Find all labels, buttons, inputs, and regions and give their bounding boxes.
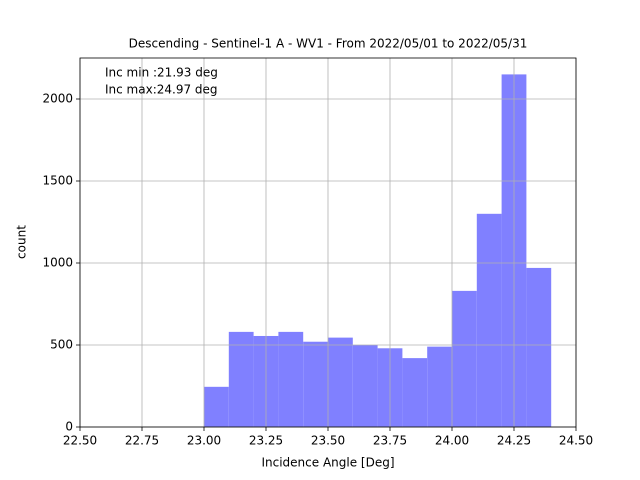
y-tick-label: 2000 <box>42 92 73 106</box>
x-tick-label: 22.75 <box>125 434 159 448</box>
chart-title: Descending - Sentinel-1 A - WV1 - From 2… <box>129 37 528 51</box>
x-tick-label: 24.00 <box>435 434 469 448</box>
y-tick-label: 0 <box>65 420 73 434</box>
bar <box>476 213 502 427</box>
y-axis-label: count <box>15 225 29 259</box>
bar <box>402 358 428 427</box>
x-axis-label: Incidence Angle [Deg] <box>261 456 394 470</box>
bar <box>352 345 378 427</box>
bar <box>328 337 353 427</box>
bar <box>303 341 328 427</box>
annotation: Inc min :21.93 deg <box>105 66 218 80</box>
y-tick-label: 1500 <box>42 174 73 188</box>
x-tick-label: 23.75 <box>373 434 407 448</box>
plot-area <box>79 58 577 428</box>
y-tick-label: 1000 <box>42 256 73 270</box>
x-tick-label: 23.25 <box>249 434 283 448</box>
y-tick-label: 500 <box>50 338 73 352</box>
bar <box>278 331 304 427</box>
x-tick-label: 22.50 <box>63 434 97 448</box>
x-tick-label: 24.50 <box>559 434 593 448</box>
bar <box>204 386 229 427</box>
x-tick-label: 23.50 <box>311 434 345 448</box>
x-tick-label: 24.25 <box>497 434 531 448</box>
bar <box>427 346 452 427</box>
bar <box>452 290 477 427</box>
bar <box>228 331 254 427</box>
bar <box>526 267 552 427</box>
annotation: Inc max:24.97 deg <box>105 83 218 97</box>
x-tick-label: 23.00 <box>187 434 221 448</box>
